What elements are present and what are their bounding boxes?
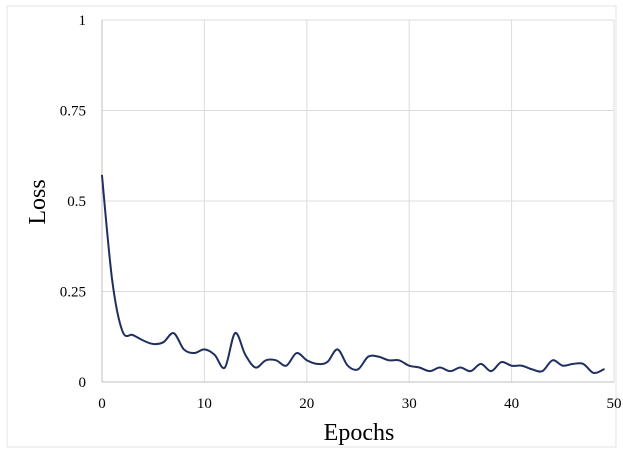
x-tick-label: 10 — [197, 396, 212, 412]
tick-labels: 0 10 20 30 40 50 0 0.25 0.5 0.75 1 — [60, 13, 622, 412]
y-tick-label: 0.75 — [60, 104, 86, 120]
x-axis-title: Epochs — [324, 420, 395, 446]
chart-frame — [6, 5, 617, 448]
x-tick-label: 0 — [98, 396, 106, 412]
x-tick-label: 40 — [504, 396, 519, 412]
y-tick-label: 0.25 — [60, 285, 86, 301]
grid-lines — [6, 5, 617, 448]
x-tick-label: 50 — [607, 396, 622, 412]
loss-series-line — [101, 174, 605, 375]
y-tick-label: 0.5 — [67, 194, 86, 210]
x-tick-label: 20 — [299, 396, 314, 412]
y-tick-label: 1 — [79, 13, 87, 29]
axes — [101, 20, 614, 383]
series-lines — [101, 174, 605, 375]
x-tick-label: 30 — [402, 396, 417, 412]
y-axis-title: Loss — [25, 179, 51, 224]
y-tick-label: 0 — [79, 375, 87, 391]
